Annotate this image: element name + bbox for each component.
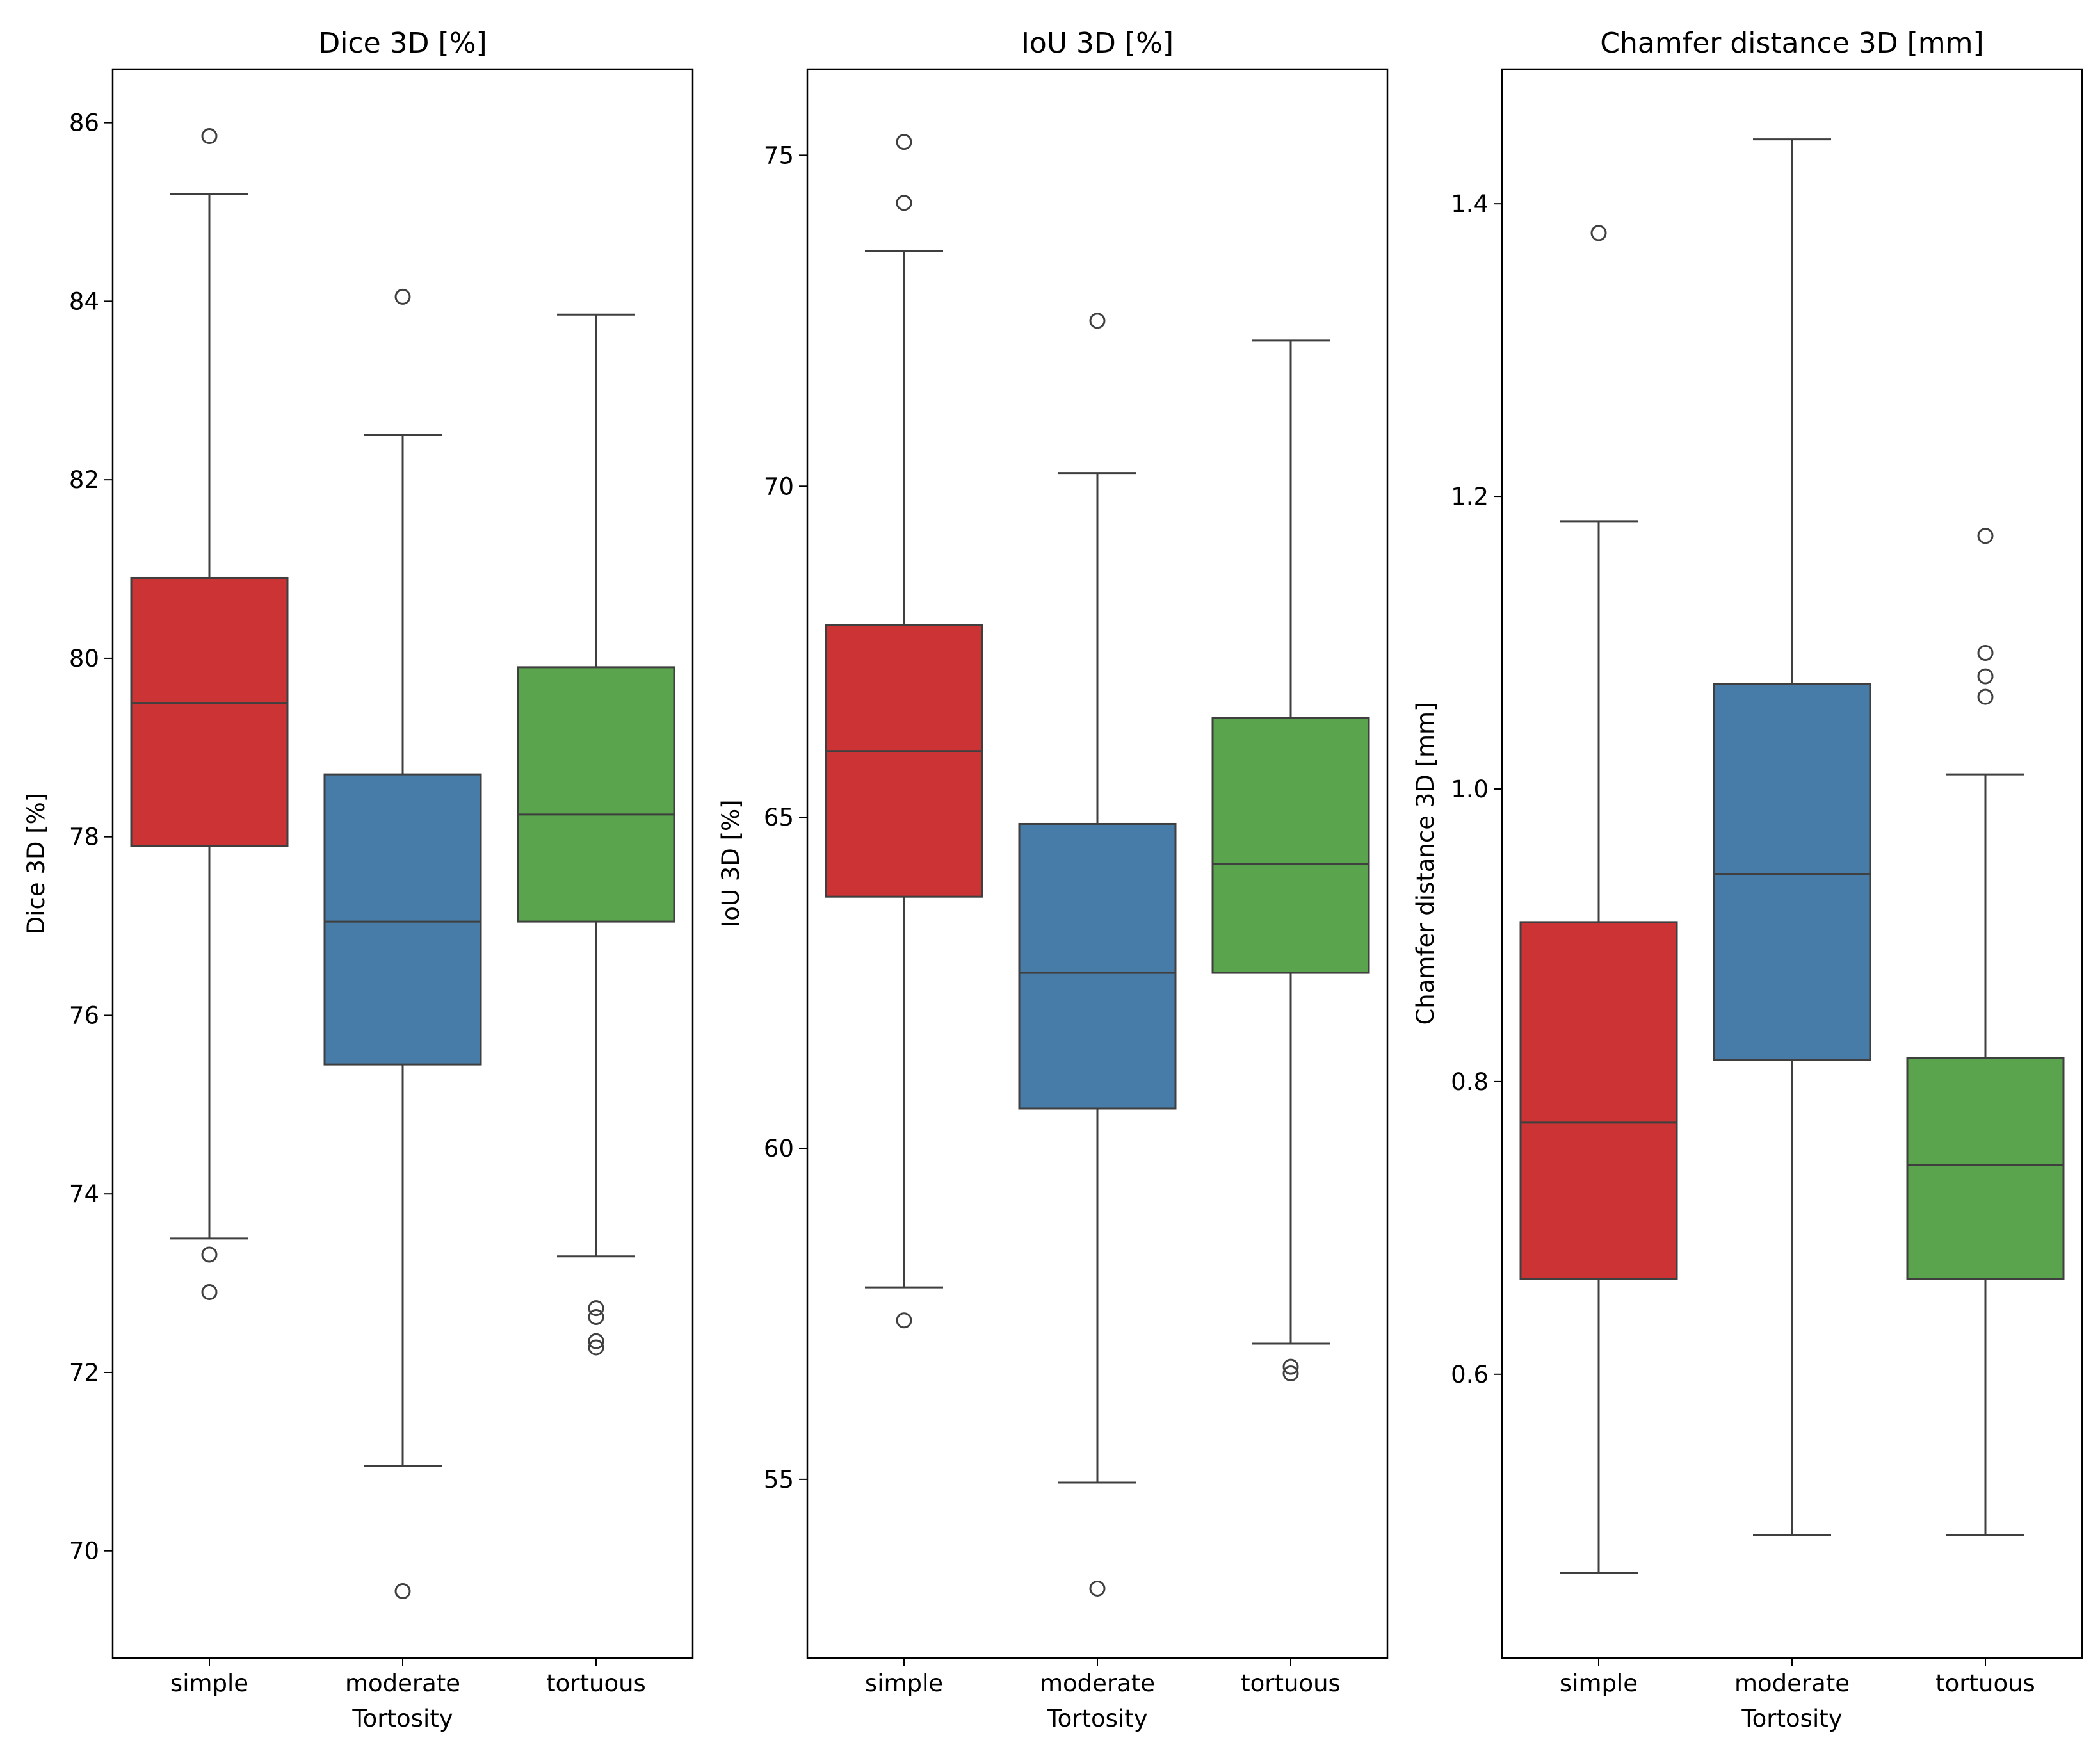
outlier-point [588,1300,604,1317]
outlier-point [1282,1358,1299,1375]
chart-title: Dice 3D [%] [318,27,487,60]
box-iqr [1713,683,1871,1061]
y-tick-label: 86 [69,110,99,137]
box-iqr [1018,822,1177,1110]
y-axis-label: Dice 3D [%] [22,793,50,934]
outlier-point [1977,645,1994,662]
box-simple [1519,225,1678,1574]
y-axis-label: IoU 3D [%] [717,799,745,927]
chart-panel-2: 55 60 65 70 75 simple moderate tortuous IoU 3D [… [717,27,1389,1732]
box-iqr [1519,921,1678,1280]
x-tick-label: simple [865,1670,943,1697]
y-tick-label: 80 [69,645,99,672]
outlier-point [896,195,912,211]
box-iqr [130,576,289,847]
y-tick-label: 82 [69,466,99,494]
y-tick-label: 70 [69,1538,99,1565]
x-tick-label: simple [1560,1670,1638,1697]
box-moderate [323,288,482,1599]
x-axis-label: Tortosity [1046,1705,1147,1732]
x-tick-label: tortuous [1935,1670,2035,1697]
y-tick-label: 55 [764,1466,794,1493]
y-axis-label: Chamfer distance 3D [mm] [1412,702,1439,1025]
box-moderate [1018,313,1177,1597]
axes-frame [111,68,694,1659]
outlier-point [201,1284,218,1301]
box-iqr [323,773,482,1066]
outlier-point [588,1309,604,1326]
x-tick-label: moderate [1734,1670,1850,1697]
chart-panels: 70 72 74 76 78 80 82 84 86 simple moderate tortuous… [22,27,2083,1732]
box-simple [130,128,289,1301]
y-tick-label: 0.6 [1451,1361,1489,1388]
y-tick-label: 84 [69,288,99,315]
x-tick-label: tortuous [1241,1670,1341,1697]
outlier-point [394,1582,411,1599]
x-tick-label: simple [170,1670,248,1697]
outlier-point [394,288,411,305]
axes-frame [806,68,1389,1659]
outlier-point [1590,225,1607,241]
box-moderate [1713,138,1871,1536]
x-tick-label: moderate [1040,1670,1155,1697]
outlier-point [1089,313,1106,329]
box-tortuous [1211,339,1370,1381]
y-tick-label: 75 [764,142,794,169]
outlier-point [896,134,912,150]
box-iqr [517,666,675,923]
outlier-point [1977,528,1994,544]
y-tick-label: 78 [69,824,99,851]
outlier-point [1977,688,1994,705]
box-iqr [1211,717,1370,974]
y-tick-label: 65 [764,804,794,831]
x-axis-label: Tortosity [1741,1705,1842,1732]
box-iqr [1906,1057,2065,1280]
y-tick-label: 0.8 [1451,1068,1489,1096]
axes-frame [1501,68,2083,1659]
y-tick-label: 1.2 [1451,483,1489,510]
outlier-point [1977,668,1994,685]
outlier-point [588,1333,604,1349]
outlier-point [201,128,218,145]
x-tick-label: moderate [345,1670,460,1697]
chart-panel-3: 0.6 0.8 1.0 1.2 1.4 simple moderate tortuous Cha… [1412,27,2083,1732]
outlier-point [896,1312,912,1329]
box-iqr [825,624,983,898]
y-tick-label: 76 [69,1002,99,1029]
outlier-point [201,1246,218,1263]
chart-title: Chamfer distance 3D [mm] [1600,27,1983,60]
box-simple [825,134,983,1329]
y-tick-label: 70 [764,473,794,500]
chart-panel-1: 70 72 74 76 78 80 82 84 86 simple moderate tortuous… [22,27,694,1732]
x-axis-label: Tortosity [351,1705,453,1732]
outlier-point [1089,1580,1106,1597]
outlier-point [1282,1365,1299,1381]
chart-title: IoU 3D [%] [1021,27,1174,60]
box-tortuous [1906,528,2065,1536]
y-tick-label: 74 [69,1180,99,1208]
box-tortuous [517,313,675,1356]
y-tick-label: 72 [69,1359,99,1387]
y-tick-label: 1.0 [1451,776,1489,803]
x-tick-label: tortuous [546,1670,646,1697]
outlier-point [588,1339,604,1356]
y-tick-label: 1.4 [1451,190,1489,218]
y-tick-label: 60 [764,1135,794,1162]
